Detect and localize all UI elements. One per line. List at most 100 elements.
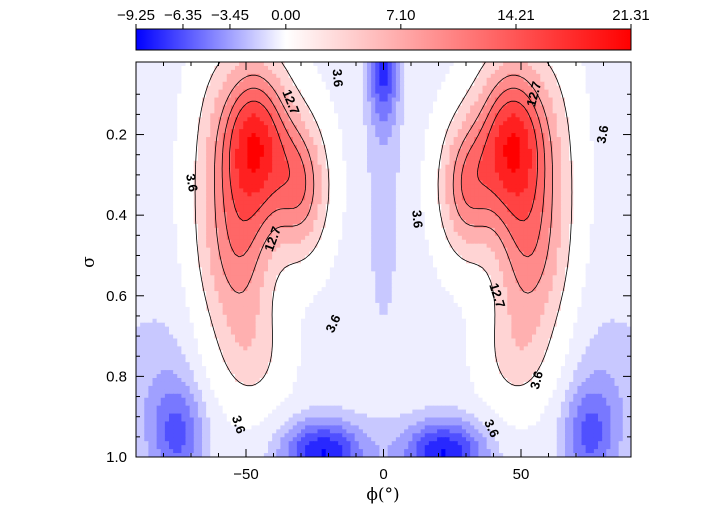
heatmap-cell xyxy=(457,172,463,178)
heatmap-cell xyxy=(383,62,389,67)
heatmap-cell xyxy=(210,141,215,146)
heatmap-cell xyxy=(259,93,265,99)
heatmap-cell xyxy=(523,188,529,193)
heatmap-cell xyxy=(272,160,277,166)
heatmap-cell xyxy=(536,69,541,75)
heatmap-cell xyxy=(486,192,492,197)
heatmap-cell xyxy=(457,109,463,114)
heatmap-cell xyxy=(284,144,290,150)
heatmap-cell xyxy=(272,89,277,95)
heatmap-cell xyxy=(164,196,170,201)
heatmap-cell xyxy=(466,200,471,205)
heatmap-cell xyxy=(606,65,611,71)
heatmap-cell xyxy=(478,156,484,162)
heatmap-cell xyxy=(433,180,438,186)
heatmap-cell xyxy=(152,77,158,83)
heatmap-cell xyxy=(548,204,554,209)
heatmap-cell xyxy=(268,133,273,138)
heatmap-cell xyxy=(577,101,583,107)
heatmap-cell xyxy=(593,73,599,79)
heatmap-cell xyxy=(527,105,533,110)
heatmap-cell xyxy=(441,180,446,186)
heatmap-cell xyxy=(239,97,244,103)
heatmap-cell xyxy=(400,101,405,107)
heatmap-cell xyxy=(519,180,525,186)
heatmap-cell xyxy=(218,204,224,209)
heatmap-cell xyxy=(169,85,174,91)
heatmap-cell xyxy=(598,109,603,114)
heatmap-cell xyxy=(598,176,603,182)
heatmap-cell xyxy=(532,121,537,126)
heatmap-cell xyxy=(445,97,451,103)
heatmap-cell xyxy=(626,200,631,205)
heatmap-cell xyxy=(556,69,562,75)
heatmap-cell xyxy=(610,152,616,158)
heatmap-cell xyxy=(280,137,286,142)
heatmap-cell xyxy=(569,144,574,150)
heatmap-cell xyxy=(288,73,294,79)
heatmap-cell xyxy=(400,144,405,150)
heatmap-cell xyxy=(218,180,224,186)
heatmap-cell xyxy=(173,141,178,146)
heatmap-cell xyxy=(383,113,389,118)
heatmap-cell xyxy=(622,184,628,189)
heatmap-cell xyxy=(342,81,347,87)
heatmap-cell xyxy=(461,73,467,79)
heatmap-cell xyxy=(560,148,566,154)
heatmap-cell xyxy=(552,208,558,213)
heatmap-cell xyxy=(202,89,207,95)
heatmap-cell xyxy=(474,137,479,142)
heatmap-cell xyxy=(614,200,620,205)
heatmap-cell xyxy=(499,117,504,122)
heatmap-cell xyxy=(428,144,434,150)
heatmap-cell xyxy=(140,196,145,201)
heatmap-cell xyxy=(461,208,467,213)
heatmap-cell xyxy=(614,105,620,110)
heatmap-cell xyxy=(490,176,496,182)
heatmap-cell xyxy=(239,62,244,67)
heatmap-cell xyxy=(626,109,631,114)
heatmap-cell xyxy=(400,168,405,174)
heatmap-cell xyxy=(280,196,286,201)
heatmap-cell xyxy=(548,184,554,189)
heatmap-cell xyxy=(136,212,141,217)
heatmap-cell xyxy=(503,148,508,154)
heatmap-cell xyxy=(222,65,228,71)
heatmap-cell xyxy=(515,180,521,186)
heatmap-cell xyxy=(305,208,310,213)
heatmap-cell xyxy=(466,65,471,71)
heatmap-cell xyxy=(560,81,566,87)
heatmap-cell xyxy=(296,69,302,75)
heatmap-cell xyxy=(342,148,347,154)
heatmap-cell xyxy=(445,89,451,95)
heatmap-cell xyxy=(424,180,430,186)
colorbar-tick-label: 7.10 xyxy=(386,7,415,24)
heatmap-cell xyxy=(457,73,463,79)
heatmap-cell xyxy=(478,204,484,209)
heatmap-cell xyxy=(585,137,591,142)
heatmap-cell xyxy=(173,69,178,75)
heatmap-cell xyxy=(206,176,211,182)
heatmap-cell xyxy=(136,160,141,166)
heatmap-cell xyxy=(226,109,232,114)
heatmap-cell xyxy=(296,208,302,213)
heatmap-cell xyxy=(614,65,620,71)
heatmap-cell xyxy=(519,105,525,110)
heatmap-cell xyxy=(292,101,298,107)
heatmap-cell xyxy=(577,208,583,213)
heatmap-cell xyxy=(540,176,545,182)
heatmap-cell xyxy=(202,176,207,182)
heatmap-cell xyxy=(152,176,158,182)
heatmap-cell xyxy=(523,105,529,110)
heatmap-cell xyxy=(519,117,525,122)
heatmap-cell xyxy=(288,89,294,95)
heatmap-cell xyxy=(334,117,339,122)
heatmap-cell xyxy=(511,156,517,162)
heatmap-cell xyxy=(305,196,310,201)
heatmap-cell xyxy=(358,204,364,209)
heatmap-cell xyxy=(387,125,393,130)
heatmap-cell xyxy=(536,212,541,217)
heatmap-cell xyxy=(247,212,253,217)
heatmap-cell xyxy=(400,125,405,130)
heatmap-cell xyxy=(387,144,393,150)
